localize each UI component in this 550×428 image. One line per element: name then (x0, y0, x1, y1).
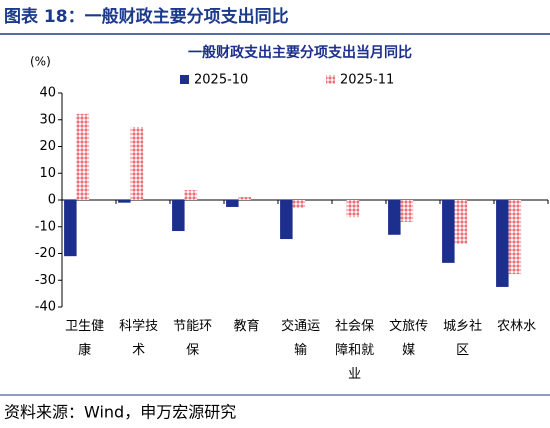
y-tick-label: 30 (39, 112, 56, 127)
x-tick-label: 城乡社区 (443, 319, 483, 358)
y-tick-label: -30 (35, 273, 56, 288)
bar (184, 190, 198, 200)
x-tick-label: 教育 (233, 319, 260, 334)
x-tick-label: 社会保障和就业 (335, 319, 375, 382)
bar (454, 200, 468, 244)
bar (172, 200, 185, 232)
legend-swatch (180, 75, 189, 84)
x-tick-label: 交通运输 (281, 319, 321, 358)
bar (400, 200, 414, 222)
bar (226, 200, 239, 207)
bar (346, 200, 360, 218)
x-tick-label: 科学技术 (119, 319, 159, 358)
y-tick-label: 20 (39, 139, 56, 154)
x-tick-label: 农林水 (497, 319, 537, 334)
y-tick-label: -10 (35, 219, 56, 234)
bar (292, 200, 306, 209)
source: 资料来源：Wind，申万宏源研究 (4, 403, 236, 422)
y-tick-label: 0 (48, 193, 56, 208)
bar (280, 200, 293, 240)
y-tick-label: 40 (39, 86, 56, 101)
bar (118, 200, 131, 203)
legend-label: 2025-10 (194, 73, 248, 88)
bar (130, 126, 144, 200)
chart-title: 一般财政支出主要分项支出当月同比 (188, 44, 412, 61)
y-tick-label: -20 (35, 246, 56, 261)
y-axis-label: (%) (30, 55, 51, 69)
y-tick-label: 10 (39, 166, 56, 181)
legend-swatch (326, 75, 335, 84)
page-title: 图表 18：一般财政主要分项支出同比 (4, 6, 289, 27)
bar (496, 200, 509, 287)
bar (388, 200, 401, 235)
bar (442, 200, 455, 263)
x-tick-label: 卫生健康 (65, 319, 105, 358)
x-tick-label: 节能环保 (173, 319, 213, 358)
legend-label: 2025-11 (340, 73, 394, 88)
y-tick-label: -40 (35, 300, 56, 315)
bar (64, 200, 77, 257)
x-tick-label: 文旅传媒 (389, 319, 429, 358)
bar (508, 200, 522, 275)
bar (238, 197, 252, 200)
bar (76, 113, 90, 200)
